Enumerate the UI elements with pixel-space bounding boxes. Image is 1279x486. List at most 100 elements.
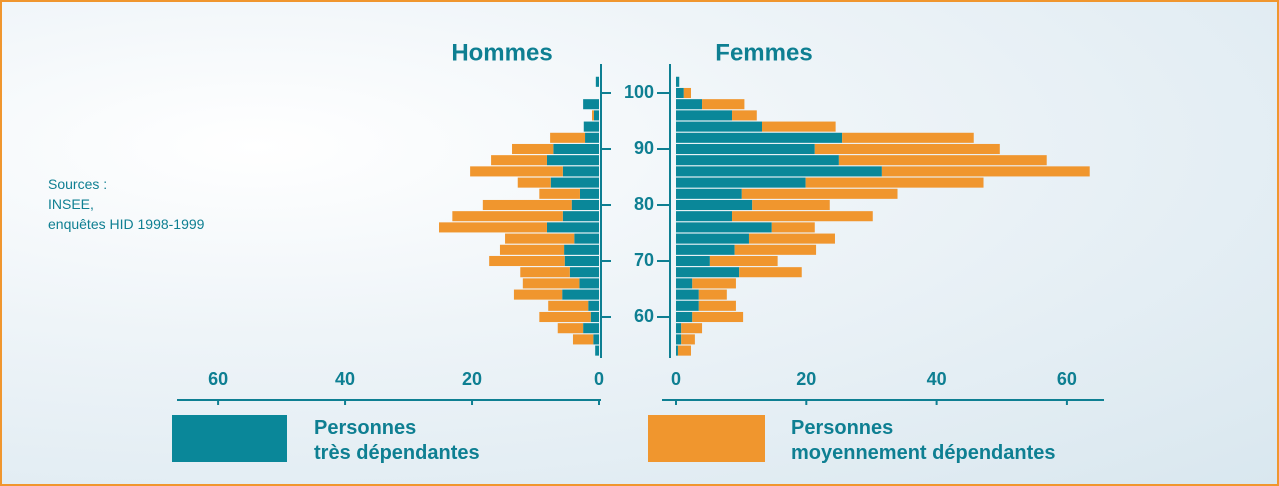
- bar: [592, 110, 594, 120]
- bar: [681, 334, 695, 344]
- panel-title: Femmes: [715, 39, 812, 66]
- bar: [591, 312, 599, 322]
- bar: [579, 278, 599, 288]
- bar: [676, 99, 702, 109]
- bar: [553, 144, 599, 154]
- bar: [772, 222, 815, 232]
- bar: [676, 312, 692, 322]
- bar: [596, 77, 599, 87]
- bar: [558, 323, 583, 333]
- bar: [562, 290, 599, 300]
- bar: [815, 144, 1000, 154]
- bar: [842, 133, 974, 143]
- bar: [564, 245, 599, 255]
- bar: [563, 166, 599, 176]
- age-tick-label: 80: [634, 194, 654, 214]
- bar: [699, 290, 727, 300]
- bar: [676, 301, 699, 311]
- bar: [762, 122, 836, 132]
- bar: [580, 189, 599, 199]
- bar: [752, 200, 830, 210]
- age-tick-label: 70: [634, 250, 654, 270]
- bar: [732, 110, 757, 120]
- legend-swatch: [648, 415, 765, 462]
- bar: [574, 234, 599, 244]
- legend-swatch: [172, 415, 287, 462]
- bar: [676, 267, 739, 277]
- chart-panel: Hommes0204060Femmes020406060708090100 So…: [0, 0, 1279, 486]
- bar: [595, 346, 599, 356]
- bar: [452, 211, 562, 221]
- bar: [735, 245, 816, 255]
- bar: [684, 88, 691, 98]
- bar: [676, 346, 678, 356]
- legend-label: Personnes moyennement dépendantes: [791, 416, 1056, 466]
- value-tick-label: 0: [594, 369, 604, 389]
- bar: [572, 200, 599, 210]
- value-tick-label: 40: [927, 369, 947, 389]
- bar: [573, 334, 593, 344]
- bar: [491, 155, 547, 165]
- bar: [583, 99, 599, 109]
- bar: [523, 278, 580, 288]
- bar: [749, 234, 835, 244]
- bar: [593, 334, 599, 344]
- bar: [739, 267, 802, 277]
- bar: [676, 144, 815, 154]
- bar: [470, 166, 563, 176]
- bar: [520, 267, 570, 277]
- bar: [806, 178, 984, 188]
- value-tick-label: 60: [1057, 369, 1077, 389]
- bar: [489, 256, 565, 266]
- bar: [676, 334, 681, 344]
- bar: [676, 189, 742, 199]
- bar: [681, 323, 702, 333]
- bar: [839, 155, 1047, 165]
- bar: [514, 290, 562, 300]
- bar: [710, 256, 778, 266]
- bar: [570, 267, 599, 277]
- bar: [676, 110, 732, 120]
- bar: [676, 88, 684, 98]
- bar: [676, 256, 710, 266]
- bar: [483, 200, 572, 210]
- value-tick-label: 40: [335, 369, 355, 389]
- value-tick-label: 60: [208, 369, 228, 389]
- age-tick-label: 60: [634, 306, 654, 326]
- bar: [676, 222, 772, 232]
- bar: [550, 133, 585, 143]
- source-note: Sources : INSEE, enquêtes HID 1998-1999: [48, 174, 204, 234]
- bar: [676, 290, 699, 300]
- bar: [594, 110, 599, 120]
- bar: [676, 77, 679, 87]
- bar: [551, 178, 599, 188]
- value-tick-label: 0: [671, 369, 681, 389]
- bar: [588, 301, 599, 311]
- bar: [742, 189, 898, 199]
- value-tick-label: 20: [796, 369, 816, 389]
- bar: [583, 323, 599, 333]
- bar: [505, 234, 574, 244]
- bar: [676, 155, 839, 165]
- bar: [676, 245, 735, 255]
- bar: [676, 200, 752, 210]
- bar: [676, 122, 762, 132]
- legend-label: Personnes très dépendantes: [314, 416, 480, 466]
- bar: [547, 222, 599, 232]
- bar: [676, 133, 842, 143]
- bar: [585, 133, 599, 143]
- bar: [512, 144, 553, 154]
- bar: [584, 122, 599, 132]
- bar: [563, 211, 599, 221]
- bar: [518, 178, 551, 188]
- bar: [676, 234, 749, 244]
- bar: [539, 189, 580, 199]
- bar: [547, 155, 599, 165]
- bar: [500, 245, 564, 255]
- bar: [676, 323, 681, 333]
- bar: [699, 301, 736, 311]
- bar: [692, 278, 736, 288]
- bar: [565, 256, 599, 266]
- bar: [439, 222, 547, 232]
- chart: Hommes0204060Femmes020406060708090100: [2, 2, 1277, 484]
